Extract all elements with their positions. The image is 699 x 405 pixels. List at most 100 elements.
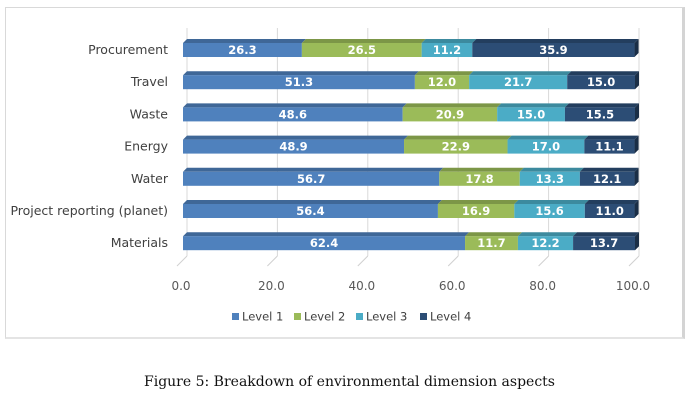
bar-segment <box>519 171 580 186</box>
data-label: 11.0 <box>596 204 624 218</box>
data-label: 62.4 <box>310 236 338 250</box>
bar-segment <box>404 139 508 154</box>
bar-row: 48.6 20.9 15.0 15.5 <box>183 103 639 122</box>
bar-row: 51.3 12.0 21.7 15.0 <box>183 71 639 90</box>
figure-caption: Figure 5: Breakdown of environmental dim… <box>144 374 555 390</box>
bar-segment-side <box>634 135 639 154</box>
bar-segment-side <box>635 103 639 122</box>
data-label: 11.1 <box>595 140 623 154</box>
bar-segment-top <box>183 167 444 172</box>
bar-segment-top <box>514 200 589 204</box>
legend-swatch <box>420 313 427 320</box>
data-label: 15.5 <box>586 107 614 121</box>
data-label: 12.0 <box>428 75 456 89</box>
bar-segment <box>564 107 635 122</box>
gridline-floor <box>447 255 459 267</box>
bar-segment <box>421 43 473 57</box>
data-label: 26.5 <box>348 43 376 57</box>
data-label: 16.9 <box>462 204 490 218</box>
legend: Level 1 Level 2 Level 3 Level 4 <box>232 310 471 324</box>
bar-segment <box>472 43 635 57</box>
bar-segment-top <box>497 103 569 108</box>
bar-segment <box>514 204 585 218</box>
bar-segment-side <box>635 71 639 90</box>
data-label: 22.9 <box>442 140 470 154</box>
legend-swatch <box>294 313 301 320</box>
data-label: 15.0 <box>587 75 615 89</box>
x-tick-label: 0.0 <box>171 279 190 293</box>
bar-segment <box>469 75 568 90</box>
bar-segment <box>301 43 422 57</box>
bar-segment-top <box>469 71 572 76</box>
bar-segment-top <box>183 103 407 108</box>
legend-item: Level 1 <box>232 310 283 324</box>
bar-row: 56.4 16.9 15.6 11.0 <box>183 200 639 218</box>
legend-item: Level 2 <box>294 310 345 324</box>
bar-segment-top <box>439 167 524 172</box>
bar-segment-top <box>579 167 639 172</box>
data-label: 11.2 <box>433 43 461 57</box>
gridline-floor <box>628 255 640 267</box>
x-tick-label: 40.0 <box>348 279 375 293</box>
bar-segment-top <box>183 71 419 76</box>
data-label: 15.0 <box>517 107 545 121</box>
bar-segment-top <box>465 232 522 237</box>
bar-segment <box>183 75 415 90</box>
data-label: 17.8 <box>465 172 493 186</box>
data-label: 12.2 <box>531 236 559 250</box>
bar-segment <box>507 139 585 154</box>
data-label: 13.7 <box>590 236 618 250</box>
bar-segment-top <box>507 135 589 140</box>
bar-segment-top <box>437 200 519 204</box>
category-labels: Procurement Travel Waste Energy Water Project… <box>10 42 168 250</box>
data-label: 17.0 <box>532 140 560 154</box>
bar-segment <box>573 236 635 251</box>
data-label: 48.6 <box>279 107 307 121</box>
legend-swatch <box>356 313 363 320</box>
data-label: 48.9 <box>279 140 307 154</box>
bar-segment-top <box>404 135 512 140</box>
bar-segment-top <box>183 135 409 140</box>
data-label: 12.1 <box>593 172 621 186</box>
data-label: 11.7 <box>477 236 505 250</box>
legend-item: Level 4 <box>420 310 471 324</box>
data-label: 13.3 <box>536 172 564 186</box>
data-label: 26.3 <box>228 43 256 57</box>
x-axis-ticks: 0.0 20.0 40.0 60.0 80.0 100.0 <box>171 279 650 293</box>
bar-segment <box>584 204 635 218</box>
bar-row: 26.3 26.5 11.2 35.9 <box>183 39 639 57</box>
gridline-floor <box>538 255 549 267</box>
bar-segment <box>414 75 470 90</box>
bar-segment-side <box>634 39 639 57</box>
bar-segment <box>584 139 635 154</box>
bar-segment-top <box>564 103 639 108</box>
data-label: 35.9 <box>539 43 567 57</box>
x-tick-label: 80.0 <box>529 279 556 293</box>
bar-segment <box>437 204 515 218</box>
bar-segment-top <box>414 71 474 76</box>
category-label: Materials <box>111 235 168 250</box>
bar-segment-top <box>402 103 502 108</box>
bar-segment-top <box>183 39 306 43</box>
category-label: Energy <box>124 139 168 154</box>
bar-segment-top <box>573 232 639 237</box>
bar-segment <box>183 171 440 186</box>
bar-row: 56.7 17.8 13.3 12.1 <box>183 167 639 186</box>
data-label: 51.3 <box>285 75 313 89</box>
legend-label: Level 3 <box>366 310 407 324</box>
legend-item: Level 3 <box>356 310 407 324</box>
category-label: Project reporting (planet) <box>10 203 168 218</box>
x-tick-label: 100.0 <box>616 279 650 293</box>
legend-label: Level 4 <box>430 310 471 324</box>
legend-label: Level 2 <box>304 310 345 324</box>
bar-segment <box>402 107 498 122</box>
bar-segment-top <box>584 200 639 204</box>
bar-row: 62.4 11.7 12.2 13.7 <box>183 232 639 251</box>
data-label: 56.7 <box>297 172 325 186</box>
gridline-floor <box>176 255 188 267</box>
gridline-floor <box>267 255 278 267</box>
bar-segment <box>183 43 302 57</box>
bar-segment <box>465 236 518 251</box>
bar-segment <box>517 236 574 251</box>
bar-segment-top <box>472 39 639 43</box>
